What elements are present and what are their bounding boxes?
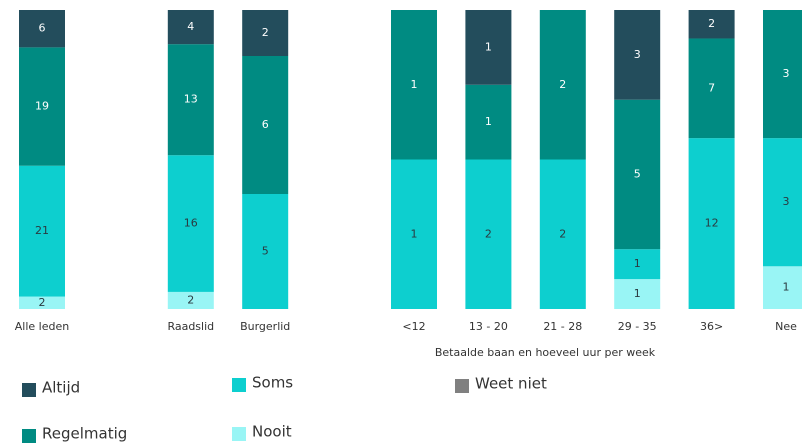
data-label: 2 <box>559 78 566 91</box>
x-tick-label: Raadslid <box>167 320 214 333</box>
x-tick-label: Nee <box>775 320 797 333</box>
x-tick-label: 36> <box>700 320 723 333</box>
data-label: 2 <box>187 293 194 306</box>
data-label: 6 <box>262 118 269 131</box>
bar-segment <box>763 266 802 309</box>
bar-segment <box>614 279 661 309</box>
bar-segment <box>539 10 586 160</box>
legend-swatch <box>455 379 469 393</box>
x-tick-label: 13 - 20 <box>469 320 508 333</box>
data-label: 16 <box>184 217 198 230</box>
bar-segment <box>19 10 65 48</box>
data-label: 3 <box>783 67 790 80</box>
bar-segment <box>167 44 214 156</box>
legend-swatch <box>232 427 246 441</box>
data-label: 1 <box>485 115 492 128</box>
data-label: 2 <box>708 17 715 30</box>
x-tick-label: 29 - 35 <box>618 320 657 333</box>
group-label: Betaalde baan en hoeveel uur per week <box>435 346 656 359</box>
data-label: 5 <box>262 245 269 258</box>
legend-label: Soms <box>252 374 293 392</box>
bar-segment <box>167 291 214 309</box>
data-label: 1 <box>411 227 418 240</box>
data-label: 2 <box>39 296 46 309</box>
bar-segment <box>763 138 802 267</box>
data-label: 7 <box>708 81 715 94</box>
x-tick-label: <12 <box>402 320 425 333</box>
bar-segment <box>465 159 512 309</box>
data-label: 6 <box>39 22 46 35</box>
x-tick-label: Burgerlid <box>240 320 290 333</box>
data-label: 1 <box>783 281 790 294</box>
bar-segment <box>391 159 437 309</box>
data-label: 1 <box>634 287 641 300</box>
x-tick-label: 21 - 28 <box>543 320 582 333</box>
legend-label: Nooit <box>252 423 292 441</box>
bar-segment <box>242 10 289 56</box>
legend-swatch <box>232 378 246 392</box>
data-label: 21 <box>35 224 49 237</box>
bar-segment <box>19 165 65 297</box>
data-label: 19 <box>35 100 49 113</box>
bar-segment <box>242 56 289 194</box>
data-label: 2 <box>559 227 566 240</box>
data-label: 3 <box>634 48 641 61</box>
bar-segment <box>167 10 214 45</box>
data-label: 12 <box>705 217 719 230</box>
legend-swatch <box>22 429 36 443</box>
bar-segment <box>539 159 586 309</box>
bar-segment <box>242 194 289 309</box>
legend-label: Weet niet <box>475 375 547 393</box>
bar-segment <box>19 47 65 166</box>
data-label: 1 <box>411 78 418 91</box>
legend-label: Regelmatig <box>42 425 127 443</box>
data-label: 1 <box>634 257 641 270</box>
bar-segment <box>391 10 437 160</box>
legend-swatch <box>22 383 36 397</box>
bar-segment <box>614 99 661 250</box>
data-label: 5 <box>634 167 641 180</box>
data-label: 2 <box>485 227 492 240</box>
x-tick-label: Alle leden <box>15 320 69 333</box>
bar-segment <box>19 296 65 309</box>
data-label: 3 <box>783 195 790 208</box>
data-label: 1 <box>485 40 492 53</box>
bar-segment <box>465 84 512 160</box>
bar-segment <box>688 38 735 139</box>
bar-segment <box>763 10 802 139</box>
legend-label: Altijd <box>42 379 80 397</box>
bar-segment <box>688 138 735 309</box>
data-label: 13 <box>184 93 198 106</box>
data-label: 2 <box>262 26 269 39</box>
bar-segment <box>688 10 735 39</box>
bar-segment <box>614 249 661 280</box>
bar-segment <box>465 10 512 85</box>
data-label: 4 <box>187 20 194 33</box>
bar-segment <box>614 10 661 100</box>
bar-segment <box>167 155 214 292</box>
